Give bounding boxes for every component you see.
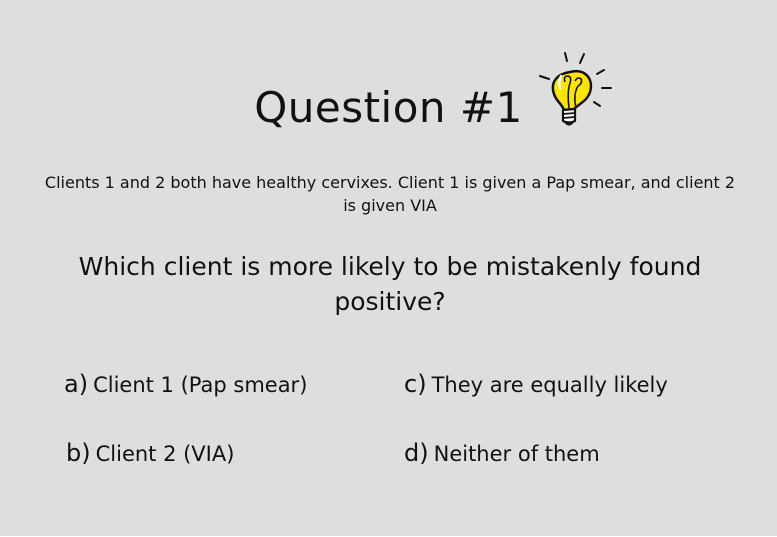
option-letter: b) bbox=[66, 439, 91, 467]
question-prompt: Which client is more likely to be mistak… bbox=[78, 252, 702, 316]
option-letter: d) bbox=[404, 439, 429, 467]
answer-option-a[interactable]: a) Client 1 (Pap smear) bbox=[64, 369, 307, 400]
answer-option-b[interactable]: b) Client 2 (VIA) bbox=[66, 438, 234, 469]
option-text: Client 2 (VIA) bbox=[95, 442, 235, 466]
question-context: Clients 1 and 2 both have healthy cervix… bbox=[44, 173, 736, 215]
answer-option-d[interactable]: d) Neither of them bbox=[404, 438, 600, 469]
option-text: Neither of them bbox=[433, 442, 600, 466]
option-letter: a) bbox=[64, 370, 89, 398]
question-title: Question #1 bbox=[254, 83, 523, 132]
option-text: They are equally likely bbox=[431, 373, 668, 397]
option-text: Client 1 (Pap smear) bbox=[93, 373, 308, 397]
lightbulb-icon bbox=[539, 52, 612, 126]
answer-option-c[interactable]: c) They are equally likely bbox=[404, 369, 668, 400]
option-letter: c) bbox=[404, 370, 427, 398]
